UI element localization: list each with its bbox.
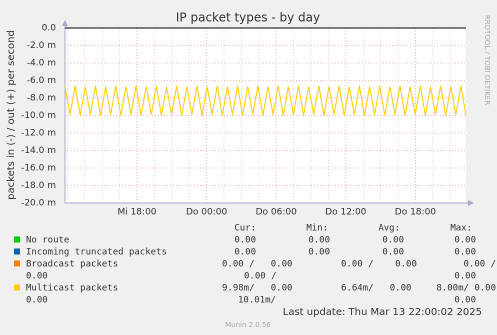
legend-label: Incoming truncated packets <box>26 248 167 258</box>
y-tick-label: -4.0 m <box>27 59 56 69</box>
legend-value: 0.00 <box>382 248 404 258</box>
legend-value: 8.00m/ 0.00 <box>436 284 496 294</box>
chart-title: IP packet types - by day <box>176 11 320 25</box>
legend-header: Min: <box>306 224 328 234</box>
legend-swatch <box>14 248 20 255</box>
legend-value: 9.98m/ 0.00 <box>222 284 292 294</box>
x-tick-label: Do 06:00 <box>256 208 298 218</box>
y-tick-label: -20.0 m <box>21 199 56 209</box>
legend-swatch <box>14 236 20 243</box>
side-label: RRDTOOL / TOBI OETIKER <box>483 15 491 105</box>
x-tick-label: Do 00:00 <box>186 208 228 218</box>
legend-value: 0.00 <box>454 272 476 282</box>
legend-value: 0.00 <box>308 236 330 246</box>
x-tick-label: Do 12:00 <box>325 208 367 218</box>
y-tick-label: -2.0 m <box>27 41 56 51</box>
legend-value: 0.00 <box>26 272 48 282</box>
legend-label: No route <box>26 236 69 246</box>
legend-label: Multicast packets <box>26 284 118 294</box>
legend-value: 0.00 / 0.00 <box>341 260 417 270</box>
legend-swatch <box>14 284 20 291</box>
legend-value: 0.00 / 0.00 <box>222 260 292 270</box>
y-axis-label: packets in (-) / out (+) per second <box>6 30 17 200</box>
legend-value: 0.00 <box>308 248 330 258</box>
axis-arrow <box>62 20 68 26</box>
legend-value: 0.00 / <box>244 272 277 282</box>
y-tick-label: -8.0 m <box>27 94 56 104</box>
y-tick-label: 0.0 <box>42 24 57 34</box>
legend-value: 0.00 <box>454 296 476 306</box>
footer: Munin 2.0.56 <box>225 321 271 329</box>
legend-swatch <box>14 260 20 267</box>
y-tick-label: -16.0 m <box>21 164 56 174</box>
y-tick-label: -6.0 m <box>27 76 56 86</box>
y-tick-label: -12.0 m <box>21 129 56 139</box>
legend-label: Broadcast packets <box>26 260 118 270</box>
legend-header: Cur: <box>234 224 256 234</box>
axis-arrow <box>468 200 474 206</box>
legend-value: 0.00 / <box>463 260 496 270</box>
legend-value: 0.00 <box>234 248 256 258</box>
legend-value: 0.00 <box>382 236 404 246</box>
legend-header: Avg: <box>378 224 400 234</box>
y-tick-label: -10.0 m <box>21 111 56 121</box>
legend-value: 0.00 <box>26 296 48 306</box>
legend-value: 0.00 <box>234 236 256 246</box>
y-tick-label: -14.0 m <box>21 146 56 156</box>
x-tick-label: Mi 18:00 <box>117 208 156 218</box>
legend-value: 0.00 <box>454 236 476 246</box>
last-update: Last update: Thu Mar 13 22:00:02 2025 <box>283 307 482 318</box>
y-tick-label: -18.0 m <box>21 181 56 191</box>
legend-value: 10.01m/ <box>238 296 276 306</box>
legend-value: 0.00 <box>454 248 476 258</box>
series-line <box>64 85 467 116</box>
legend-header: Max: <box>450 224 472 234</box>
x-tick-label: Do 18:00 <box>395 208 437 218</box>
legend-value: 6.64m/ 0.00 <box>341 284 411 294</box>
